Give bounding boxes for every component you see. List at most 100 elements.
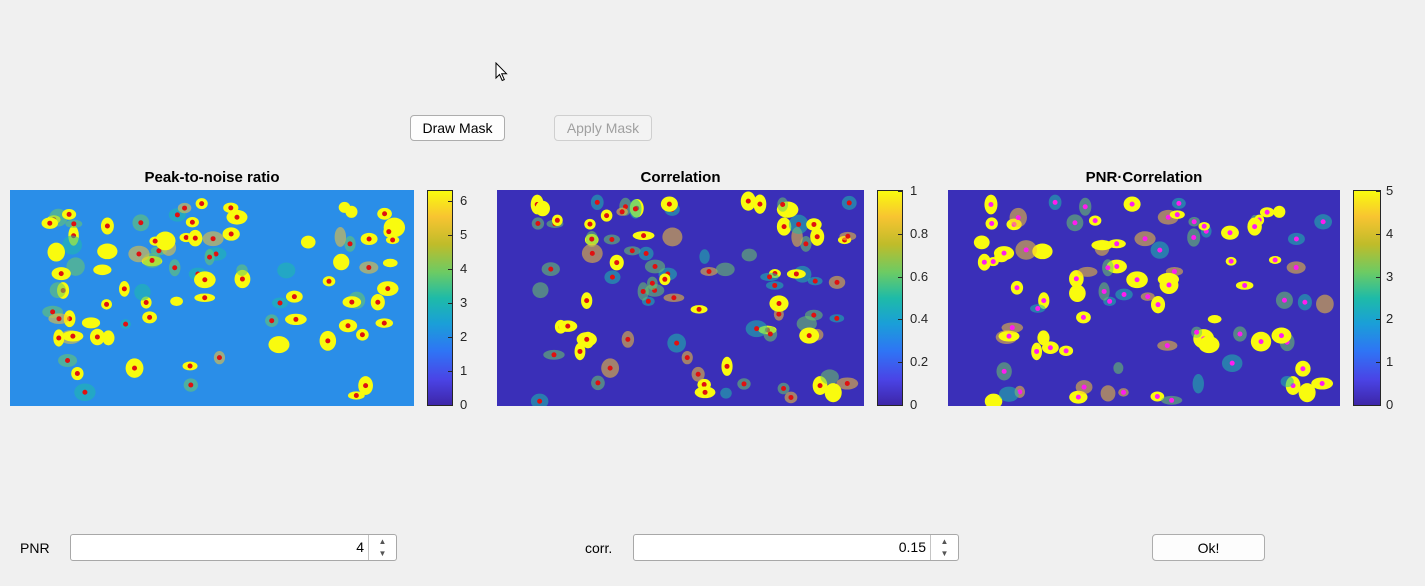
peak-marker [1001,368,1007,374]
peak-marker [806,333,812,339]
peak-marker [671,295,677,301]
peak-marker [239,276,245,282]
peak-marker [643,251,649,257]
cell-blob [720,387,732,399]
peak-marker [1293,265,1299,271]
peak-marker [1009,325,1015,331]
cell-blob [1032,243,1053,260]
peak-marker [811,312,817,318]
peak-marker [1107,298,1113,304]
peak-marker [788,394,794,400]
peak-marker [989,221,995,227]
draw-mask-button[interactable]: Draw Mask [410,115,505,141]
peak-marker [577,348,583,354]
peak-marker [695,371,701,377]
cell-blob [268,336,290,354]
peak-marker [1129,201,1135,207]
peak-marker [1164,343,1170,349]
colorbar-tick [898,362,902,364]
caret-up-icon[interactable]: ▲ [378,536,387,546]
peak-marker [767,331,773,337]
corr-value[interactable]: 0.15 [898,539,926,555]
corr-spinner[interactable]: 0.15 ▲ ▼ [633,534,959,561]
corr-spinner-arrows[interactable]: ▲ ▼ [930,535,958,560]
peak-marker [554,217,560,223]
caret-up-icon[interactable]: ▲ [940,536,949,546]
caret-down-icon[interactable]: ▼ [940,548,949,558]
peak-marker [207,254,213,260]
peak-marker [781,224,787,230]
peak-marker [625,336,631,342]
colorbar-tick [448,201,452,203]
peak-marker [1105,265,1111,271]
peak-marker [1176,200,1182,206]
peak-marker [1120,389,1126,395]
correlation-heatmap [497,190,864,406]
peak-marker [1114,264,1120,270]
pnr-spinner-arrows[interactable]: ▲ ▼ [368,535,396,560]
colorbar-tick [448,269,452,271]
peak-marker [609,274,615,280]
ok-button[interactable]: Ok! [1152,534,1265,561]
pnr-spinner[interactable]: 4 ▲ ▼ [70,534,397,561]
colorbar-tick [898,191,902,192]
peak-marker [136,251,142,257]
cell-blob [170,296,183,307]
pnr-correlation-heatmap [948,190,1340,406]
colorbar-tick [1376,405,1380,406]
peak-marker [776,301,782,307]
peak-marker [594,199,600,205]
peak-marker [1242,282,1248,288]
colorbar-tick [1376,362,1380,364]
peak-marker [386,229,392,235]
peak-marker [767,274,773,280]
peak-marker [1052,199,1058,205]
cell-blob [345,205,358,218]
peak-marker [325,338,331,344]
peak-marker [188,382,194,388]
peak-marker [772,282,778,288]
colorbar-tick [1376,319,1380,321]
peak-marker [349,299,355,305]
cell-blob [715,262,735,277]
peak-marker [724,363,730,369]
peak-marker [189,219,195,225]
peak-marker [147,314,153,320]
colorbar-tick [898,233,902,235]
peak-marker [123,321,129,327]
peak-marker [1063,348,1069,354]
peak-marker [390,237,396,243]
peak-marker [988,201,994,207]
peak-marker [56,316,62,322]
peak-marker [202,295,208,301]
peak-marker [359,332,365,338]
cell-blob [81,317,101,329]
cell-blob [535,200,550,217]
peak-marker [776,311,782,317]
peak-marker [589,250,595,256]
peak-marker [1264,209,1270,215]
peak-marker [291,294,297,300]
cell-blob [741,248,757,262]
peak-marker [1252,224,1258,230]
peak-marker [1194,329,1200,335]
peak-marker [347,241,353,247]
peak-marker [754,326,760,332]
caret-down-icon[interactable]: ▼ [378,548,387,558]
peak-marker [1134,277,1140,283]
peak-marker [132,365,138,371]
peak-marker [1015,215,1021,221]
pnr-value[interactable]: 4 [356,539,364,555]
peak-marker [1014,285,1020,291]
peak-marker [604,213,610,219]
peak-marker [595,380,601,386]
colorbar-tick-label: 2 [460,329,468,345]
colorbar-tick [898,276,902,278]
cell-blob [134,283,151,301]
peak-marker [803,241,809,247]
peak-marker [745,198,751,204]
peak-marker [845,233,851,239]
peak-marker [1035,306,1041,312]
peak-marker [649,280,655,286]
pnr-colorbar: 6 5 4 3 2 1 0 [427,190,467,411]
